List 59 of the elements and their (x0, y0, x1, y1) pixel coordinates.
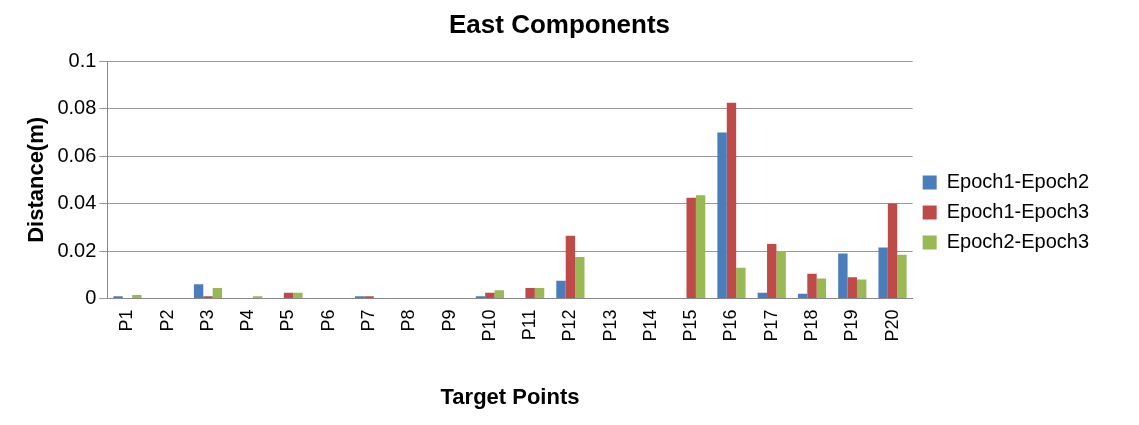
bar (776, 251, 786, 299)
bar (797, 293, 808, 299)
x-tick-label: P10 (478, 309, 499, 342)
legend-label: Epoch1-Epoch3 (946, 200, 1089, 223)
bar (807, 273, 817, 299)
bar (878, 247, 888, 299)
bar (485, 292, 495, 299)
bar (887, 203, 898, 299)
x-tick-label: P9 (438, 309, 459, 332)
bar (856, 279, 867, 299)
x-tick-label: P14 (639, 309, 660, 342)
bar (212, 287, 223, 299)
x-tick-label: P20 (881, 309, 902, 342)
x-tick-label: P15 (680, 309, 701, 342)
x-tick-label: P7 (358, 309, 379, 332)
legend-label: Epoch2-Epoch3 (946, 230, 1089, 253)
bar (695, 195, 706, 299)
bar (132, 295, 142, 299)
y-tick-label: 0 (85, 286, 97, 309)
x-tick-label: P11 (519, 309, 540, 341)
bar (565, 235, 576, 299)
bar (897, 254, 907, 299)
bar (534, 287, 545, 299)
bar (736, 267, 746, 299)
x-tick-label: P16 (720, 309, 741, 342)
bar (293, 292, 303, 299)
bar (838, 253, 848, 299)
x-tick-label: P18 (800, 309, 821, 342)
chart-title: East Components (448, 8, 671, 39)
bar (717, 132, 727, 299)
y-axis-title: Distance(m) (23, 116, 49, 243)
legend-label: Epoch1-Epoch2 (946, 170, 1089, 193)
x-tick-label: P6 (317, 309, 338, 332)
y-tick-label: 0.06 (57, 143, 97, 166)
bar (686, 197, 696, 299)
x-tick-label: P5 (277, 309, 298, 332)
x-tick-label: P13 (599, 309, 620, 342)
bar (816, 278, 827, 299)
bar (525, 287, 535, 299)
bar (556, 280, 566, 299)
bar (494, 290, 504, 299)
y-tick-label: 0.08 (57, 96, 97, 119)
y-tick-label: 0.04 (57, 191, 97, 214)
x-tick-label: P17 (760, 309, 781, 342)
x-axis-title: Target Points (440, 383, 580, 409)
x-tick-label: P8 (398, 309, 419, 332)
bar (726, 102, 737, 299)
bar (575, 257, 585, 299)
bar (767, 243, 777, 299)
x-tick-label: P3 (196, 309, 217, 332)
y-tick-label: 0.1 (68, 48, 97, 71)
bar (193, 284, 204, 299)
x-tick-label: P2 (156, 309, 177, 332)
x-tick-label: P4 (237, 309, 258, 332)
bar (847, 277, 857, 299)
x-tick-label: P19 (841, 309, 862, 342)
x-tick-label: P1 (116, 309, 137, 332)
x-tick-label: P12 (559, 309, 580, 342)
y-tick-label: 0.02 (57, 238, 97, 261)
